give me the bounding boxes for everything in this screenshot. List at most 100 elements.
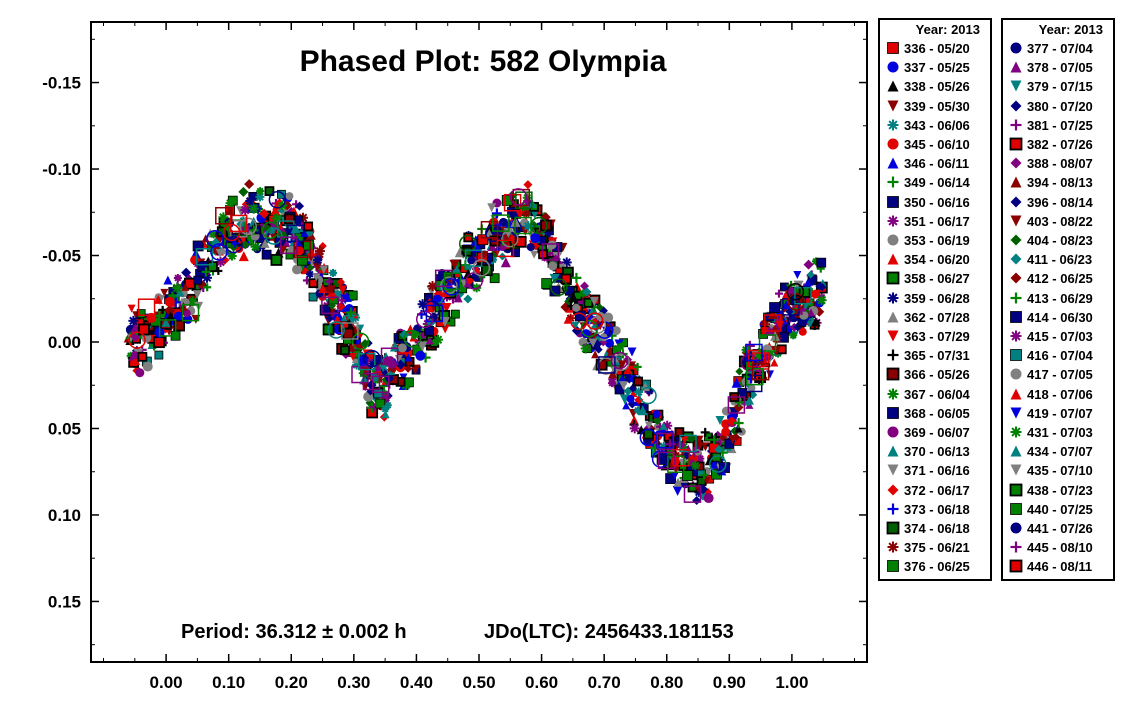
data-point bbox=[734, 397, 744, 407]
legend-item: 338 - 05/26 bbox=[880, 78, 990, 97]
legend-label: 441 - 07/26 bbox=[1027, 521, 1093, 536]
legend-label: 373 - 06/18 bbox=[904, 501, 970, 517]
data-point bbox=[491, 208, 502, 219]
legend-marker bbox=[887, 195, 899, 208]
data-point bbox=[263, 224, 273, 234]
data-point bbox=[277, 189, 286, 199]
data-point bbox=[270, 254, 283, 266]
data-point bbox=[523, 180, 533, 190]
data-point-open bbox=[501, 229, 519, 248]
legend-label: 371 - 06/16 bbox=[904, 463, 970, 479]
legend-item: 382 - 07/26 bbox=[1003, 136, 1113, 155]
legend-marker-icon bbox=[887, 176, 899, 188]
data-point bbox=[303, 239, 314, 251]
data-point bbox=[580, 343, 591, 354]
legend-marker-icon bbox=[1010, 522, 1022, 534]
data-point bbox=[711, 468, 722, 480]
data-point bbox=[785, 307, 794, 316]
data-point bbox=[319, 304, 331, 316]
data-point bbox=[637, 405, 648, 416]
data-point bbox=[285, 192, 294, 201]
legend-marker-icon bbox=[887, 119, 899, 131]
data-point-open bbox=[443, 272, 462, 290]
data-point bbox=[130, 322, 141, 333]
data-point bbox=[256, 187, 265, 196]
x-tick-label: 0.40 bbox=[400, 673, 433, 692]
data-point bbox=[380, 392, 391, 403]
legend-marker bbox=[1010, 388, 1022, 400]
data-point bbox=[178, 301, 188, 311]
data-point-open bbox=[158, 319, 177, 337]
legend-marker-icon bbox=[887, 330, 899, 342]
data-point-open bbox=[222, 223, 241, 242]
data-point bbox=[644, 421, 653, 430]
data-point bbox=[489, 273, 500, 284]
data-point-open bbox=[128, 331, 146, 349]
data-point bbox=[240, 240, 250, 250]
legend-marker-icon bbox=[1010, 234, 1022, 246]
data-point bbox=[616, 342, 625, 351]
legend-marker-icon bbox=[1009, 137, 1023, 151]
legend-label: 412 - 06/25 bbox=[1027, 271, 1093, 287]
legend-label: 394 - 08/13 bbox=[1027, 175, 1093, 191]
data-point bbox=[201, 267, 211, 277]
x-tick-label: 0.90 bbox=[713, 673, 746, 692]
data-point bbox=[404, 353, 413, 362]
data-point bbox=[307, 247, 317, 257]
data-point bbox=[652, 415, 662, 425]
legend-marker bbox=[887, 119, 899, 131]
legend-item: 370 - 06/13 bbox=[880, 443, 990, 462]
data-point bbox=[231, 239, 240, 248]
data-point bbox=[724, 438, 735, 449]
legend-marker-icon bbox=[1009, 559, 1023, 573]
data-point bbox=[284, 213, 295, 225]
legend-item: 374 - 06/18 bbox=[880, 520, 990, 539]
data-point bbox=[670, 456, 680, 466]
legend-label: 369 - 06/07 bbox=[904, 425, 970, 440]
legend-item: 403 - 08/22 bbox=[1003, 213, 1113, 232]
data-point bbox=[463, 279, 472, 288]
data-point bbox=[308, 292, 318, 302]
data-point bbox=[175, 287, 185, 297]
legend-marker-icon bbox=[1010, 80, 1022, 92]
data-point bbox=[346, 307, 357, 318]
legend-item: 359 - 06/28 bbox=[880, 290, 990, 309]
data-point bbox=[167, 306, 176, 315]
data-point bbox=[563, 315, 572, 324]
legend-item: 337 - 05/25 bbox=[880, 59, 990, 78]
legend-marker bbox=[1010, 100, 1022, 112]
data-point bbox=[633, 376, 643, 387]
legend-label: 379 - 07/15 bbox=[1027, 79, 1093, 95]
data-point bbox=[127, 304, 136, 313]
legend-label: 358 - 06/27 bbox=[904, 271, 970, 287]
legend-item: 343 - 06/06 bbox=[880, 117, 990, 136]
data-point-open bbox=[206, 229, 224, 248]
legend-label: 378 - 07/05 bbox=[1027, 60, 1093, 76]
legend-item: 375 - 06/21 bbox=[880, 539, 990, 558]
legend-marker bbox=[887, 234, 899, 246]
data-point bbox=[154, 350, 164, 360]
data-point-open bbox=[588, 316, 607, 334]
data-point bbox=[464, 265, 474, 275]
legend-marker bbox=[1010, 196, 1022, 208]
data-point bbox=[630, 415, 639, 424]
data-point bbox=[319, 265, 328, 274]
legend-marker-icon bbox=[887, 100, 899, 112]
legend-label: 359 - 06/28 bbox=[904, 290, 970, 306]
legend-marker-icon bbox=[887, 541, 899, 553]
legend-marker-icon bbox=[1010, 292, 1022, 304]
data-point bbox=[238, 251, 249, 262]
legend-label: 381 - 07/25 bbox=[1027, 117, 1093, 133]
legend-label: 411 - 06/23 bbox=[1027, 252, 1093, 268]
data-point-open bbox=[727, 396, 746, 414]
data-point bbox=[549, 273, 560, 284]
data-point bbox=[444, 280, 455, 291]
data-point-open bbox=[639, 428, 658, 447]
legend-marker bbox=[887, 330, 899, 342]
data-point-open bbox=[363, 349, 381, 368]
legend-label: 419 - 07/07 bbox=[1027, 405, 1093, 421]
legend-marker-icon bbox=[1010, 61, 1022, 73]
legend-item: 368 - 06/05 bbox=[880, 405, 990, 424]
data-point bbox=[248, 203, 259, 214]
data-point bbox=[340, 345, 350, 356]
